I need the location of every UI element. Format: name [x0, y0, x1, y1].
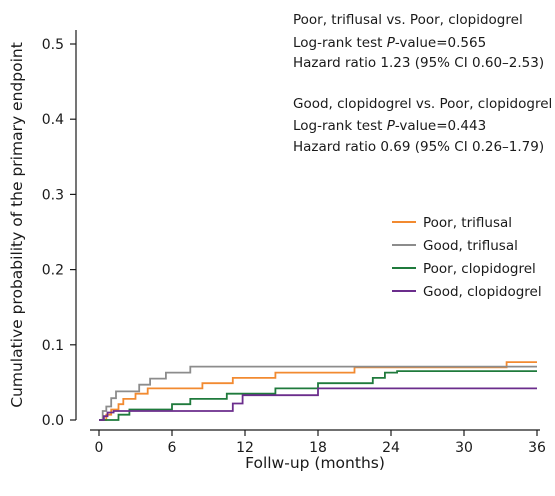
annotation-line: Hazard ratio 0.69 (95% CI 0.26–1.79) — [293, 139, 544, 155]
annotation-line: Log-rank test P-value=0.443 — [293, 118, 486, 134]
annotation-line: Poor, triflusal vs. Poor, clopidogrel — [293, 12, 523, 28]
annotation-line: Log-rank test P-value=0.565 — [293, 35, 486, 51]
x-ticks: 0 6 12 18 24 30 36 — [95, 430, 546, 456]
legend-label: Poor, triflusal — [423, 215, 512, 231]
x-tick-label: 6 — [168, 440, 177, 456]
series-lines — [99, 361, 537, 421]
x-tick-label: 12 — [236, 440, 254, 456]
legend: Poor, triflusal Good, triflusal Poor, clop… — [392, 215, 542, 300]
annotation-line: Good, clopidogrel vs. Poor, clopidogrel — [293, 96, 552, 112]
y-tick-label: 0.4 — [42, 112, 64, 128]
legend-label: Good, clopidogrel — [423, 284, 542, 300]
y-axis-label: Cumulative probability of the primary en… — [8, 42, 26, 408]
y-ticks: 0.0 0.1 0.2 0.3 0.4 0.5 — [42, 37, 76, 429]
series-line-good-triflusal — [99, 365, 537, 421]
x-tick-label: 36 — [528, 440, 546, 456]
x-tick-label: 30 — [455, 440, 473, 456]
series-line-good-clopidogrel — [99, 387, 537, 421]
y-tick-label: 0.3 — [42, 187, 64, 203]
legend-label: Good, triflusal — [423, 238, 518, 254]
y-tick-label: 0.2 — [42, 263, 64, 279]
legend-label: Poor, clopidogrel — [423, 261, 536, 277]
x-tick-label: 24 — [382, 440, 400, 456]
annotation-block: Poor, triflusal vs. Poor, clopidogrel Log… — [293, 12, 552, 155]
axes — [75, 30, 540, 431]
y-tick-label: 0.1 — [42, 338, 64, 354]
x-axis-label: Follw-up (months) — [245, 454, 385, 472]
series-line-poor-clopidogrel — [99, 370, 537, 421]
x-tick-label: 18 — [309, 440, 327, 456]
y-tick-label: 0.5 — [42, 37, 64, 53]
annotation-line: Hazard ratio 1.23 (95% CI 0.60–2.53) — [293, 55, 544, 71]
series-line-poor-triflusal — [99, 361, 537, 421]
x-tick-label: 0 — [95, 440, 104, 456]
y-tick-label: 0.0 — [42, 413, 64, 429]
